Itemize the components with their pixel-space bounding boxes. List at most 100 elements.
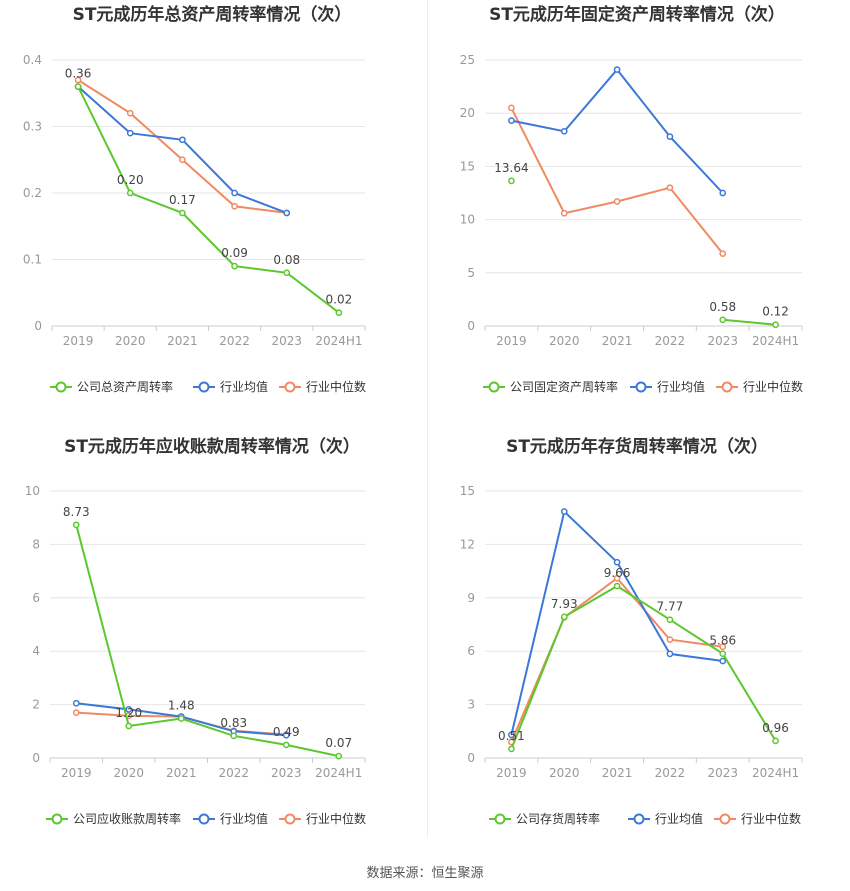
data-point-industry_avg [179,136,186,144]
y-tick-label: 0 [32,751,40,765]
data-source-note: 数据来源：恒生聚源 [366,866,484,881]
data-point-industry_avg [125,706,133,713]
data-point-industry_median [508,104,515,112]
x-tick-label: 2022 [655,766,686,780]
legend-marker-icon [51,813,63,825]
legend-label: 行业中位数 [306,379,366,394]
fixed-asset-turnover-chart: ST元成历年固定资产周转率情况（次） 0 5 10 15 20 25 2019 2020 2021… [460,4,803,394]
legend-marker-icon [633,813,645,825]
y-tick-label: 8 [32,537,40,551]
data-point-company [74,83,82,90]
series-line-industry_avg [511,68,724,194]
legend-item-company[interactable]: 公司存货周转率 [489,811,600,826]
data-point-company [719,650,727,658]
data-point-industry_avg [719,189,727,197]
data-point-company [282,741,290,749]
data-label: 0.96 [762,721,789,735]
data-label: 5.86 [709,634,736,648]
y-tick-label: 0.4 [23,53,42,67]
series-industry_median [508,574,727,746]
series-company [508,177,779,329]
legend-marker-icon [721,381,733,393]
data-point-industry_avg [560,127,568,135]
series-industry_avg [508,508,727,739]
data-point-company [666,616,674,624]
legend-label: 公司存货周转率 [516,811,600,826]
data-point-industry_avg [666,133,674,140]
y-tick-label: 9 [467,591,475,605]
data-point-company [719,316,727,324]
series-company [72,521,343,760]
legend-item-industry_median[interactable]: 行业中位数 [279,379,366,394]
chart-panel-fixed-asset-turnover: ST元成历年固定资产周转率情况（次） 0 5 10 15 20 25 2019 2020 2021… [425,0,850,432]
chart-title: ST元成历年应收账款周转率情况（次） [64,436,360,457]
series-line-company [722,318,776,326]
x-tick-label: 2023 [707,334,738,348]
legend-marker-icon [198,813,210,825]
legend-item-industry_avg[interactable]: 行业均值 [193,379,268,394]
data-point-industry_avg [126,129,134,137]
series-line-industry_median [510,107,724,255]
data-label: 0.49 [273,725,300,739]
x-tick-label: 2019 [63,334,94,348]
legend-item-company[interactable]: 公司固定资产周转率 [483,379,618,394]
data-point-industry_median [719,250,727,257]
chart-panel-inventory-turnover: ST元成历年存货周转率情况（次） 0 3 6 9 12 15 2019 2020 2021 2022… [425,432,850,864]
y-tick-label: 0 [467,751,475,765]
x-tick-label: 2023 [707,766,738,780]
y-tick-label: 15 [460,484,475,498]
legend-item-industry_avg[interactable]: 行业均值 [630,379,705,394]
y-tick-label: 10 [25,484,40,498]
x-tick-label: 2024H1 [315,334,362,348]
x-tick-label: 2023 [271,334,302,348]
data-label: 0.51 [498,729,525,743]
data-point-company [772,737,779,745]
legend-marker-icon [488,381,500,393]
data-point-company [508,177,515,185]
legend-marker-icon [198,381,210,393]
x-tick-label: 2021 [167,334,198,348]
data-point-industry_median [74,76,82,84]
data-point-industry_avg [508,731,515,739]
x-tick-label: 2020 [113,766,144,780]
legend-item-industry_avg[interactable]: 行业均值 [193,811,268,826]
legend-item-industry_median[interactable]: 行业中位数 [279,811,366,826]
y-tick-label: 12 [460,537,475,551]
series-company [508,582,779,753]
legend-item-company[interactable]: 公司总资产周转率 [50,379,173,394]
data-label: 0.20 [117,173,144,187]
legend-item-industry_avg[interactable]: 行业均值 [628,811,703,826]
chart-title: ST元成历年存货周转率情况（次） [506,436,768,457]
data-label: 0.07 [325,736,352,750]
data-point-company [508,745,515,753]
legend-item-company[interactable]: 公司应收账款周转率 [46,811,181,826]
data-label: 0.09 [221,246,248,260]
series-line-company [75,524,340,758]
legend-label: 公司固定资产周转率 [510,379,618,394]
legend-label: 行业均值 [220,811,268,826]
data-point-industry_avg [231,189,238,197]
data-point-industry_median [126,109,134,117]
x-tick-label: 2024H1 [315,766,362,780]
x-tick-label: 2020 [549,766,580,780]
data-point-industry_avg [719,657,727,665]
data-point-industry_median [613,574,621,582]
data-label: 13.64 [494,161,528,175]
data-point-company [560,613,568,621]
legend-label: 行业均值 [657,379,705,394]
x-tick-label: 2019 [496,334,527,348]
data-label: 1.48 [168,698,195,712]
data-point-company [283,269,291,277]
data-point-company [72,521,80,529]
y-tick-label: 15 [460,159,475,173]
legend-item-industry_median[interactable]: 行业中位数 [714,811,801,826]
legend-item-industry_median[interactable]: 行业中位数 [716,379,803,394]
data-label: 1.20 [115,706,142,720]
chart-panel-receivables-turnover: ST元成历年应收账款周转率情况（次） 0 2 4 6 8 10 2019 2020 2021 202… [0,432,425,864]
x-tick-label: 2019 [496,766,527,780]
data-label: 0.36 [65,67,92,81]
series-industry_median [508,104,727,257]
data-point-industry_avg [72,699,80,707]
y-tick-label: 6 [32,591,40,605]
data-point-industry_median [666,184,674,192]
